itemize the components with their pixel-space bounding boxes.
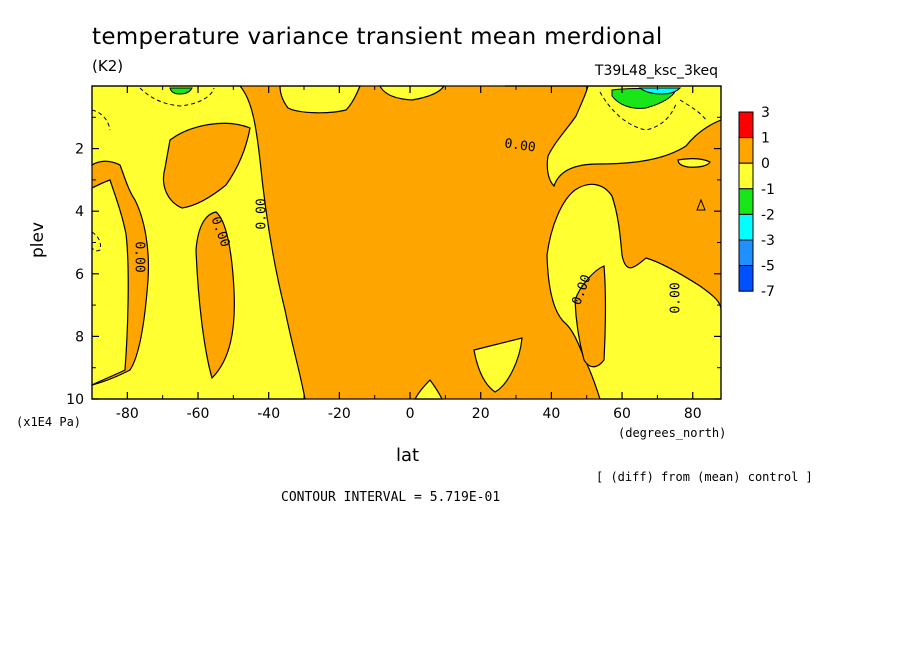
legend-swatch xyxy=(738,162,754,190)
x-axis-label: lat xyxy=(396,445,420,466)
chart-units: (K2) xyxy=(92,57,124,75)
legend-label: 0 xyxy=(761,156,770,172)
chart-title: temperature variance transient mean merd… xyxy=(92,24,663,50)
negative-region-northeast xyxy=(505,85,722,188)
legend-swatch xyxy=(738,137,754,164)
y-tick-label: 10 xyxy=(66,392,84,408)
x-axis-unit: (degrees_north) xyxy=(618,426,727,440)
diff-note: [ (diff) from (mean) control ] xyxy=(596,470,813,484)
contour-interval: CONTOUR INTERVAL = 5.719E-01 xyxy=(281,490,501,505)
contour-label: 0.00 xyxy=(669,282,684,313)
negative-region-south-center xyxy=(473,337,523,393)
contour-label-layer: 0.000.000.000.000.00 0.00 xyxy=(132,136,684,313)
x-tick-label: 20 xyxy=(472,406,490,422)
small-contour-triangle xyxy=(696,198,706,211)
y-axis-unit: (x1E4 Pa) xyxy=(16,415,82,429)
x-tick-label: 60 xyxy=(613,406,631,422)
x-tick-label: 80 xyxy=(684,406,702,422)
positive-cell-east xyxy=(574,265,607,368)
legend-label: -3 xyxy=(761,233,775,249)
legend-label: -7 xyxy=(761,284,775,300)
dashed-contour-west-edge-2 xyxy=(91,231,101,252)
contour-label: 0.00 xyxy=(503,136,536,155)
x-tick-label: -60 xyxy=(187,406,210,422)
y-tick-label: 8 xyxy=(75,329,84,345)
positive-tongue-west xyxy=(195,211,235,380)
y-tick-label: 6 xyxy=(75,267,84,283)
x-tick-label: 0 xyxy=(406,406,415,422)
x-tick-label: -20 xyxy=(328,406,351,422)
legend-swatch xyxy=(738,265,754,292)
axis-ticks: -80 -60 -40 -20 0 20 40 60 80 2 4 6 8 10 xyxy=(66,86,721,422)
legend-swatch xyxy=(738,213,754,241)
negative-region-center-top xyxy=(379,85,446,101)
model-label: T39L48_ksc_3keq xyxy=(594,63,718,79)
negative-region-south-center-small xyxy=(413,379,443,400)
legend-label: 3 xyxy=(761,105,770,121)
x-tick-label: 40 xyxy=(542,406,560,422)
negative-region-southwest xyxy=(91,179,129,386)
color-legend: 3 1 0 -1 -2 -3 -5 -7 xyxy=(738,105,775,300)
legend-swatch xyxy=(738,188,754,215)
legend-label: -2 xyxy=(761,207,775,223)
dashed-contour-west-edge xyxy=(91,109,111,131)
negative-region-north-top xyxy=(279,85,361,114)
dashed-contour-northeast-2 xyxy=(679,99,707,121)
legend-swatch xyxy=(738,239,754,267)
negative-strip-east-edge xyxy=(677,158,711,168)
contour-label: 0.00 xyxy=(132,241,147,272)
green-region-top-west xyxy=(169,87,193,95)
contour-label: 0.00 xyxy=(255,198,270,229)
y-tick-label: 4 xyxy=(75,204,84,220)
dashed-contour-west xyxy=(139,87,215,107)
legend-label: 1 xyxy=(761,131,770,147)
cyan-region-top-northeast xyxy=(638,87,682,95)
dashed-contour-northeast xyxy=(599,91,677,131)
x-tick-label: -80 xyxy=(116,406,139,422)
contour-fills xyxy=(91,85,722,400)
x-tick-label: -40 xyxy=(257,406,280,422)
legend-label: -5 xyxy=(761,259,775,275)
positive-cell-west xyxy=(162,122,251,209)
legend-label: -1 xyxy=(761,182,775,198)
legend-swatch xyxy=(738,111,754,139)
y-tick-label: 2 xyxy=(75,142,84,158)
